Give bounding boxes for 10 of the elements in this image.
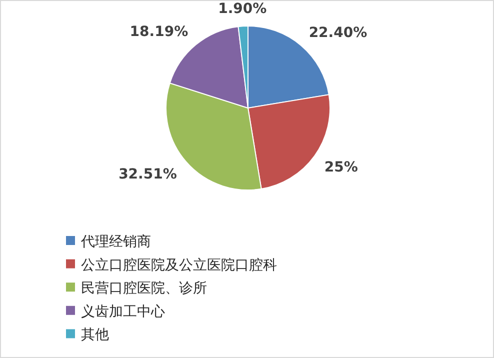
legend-label: 其他: [81, 327, 109, 344]
data-label: 18.19%: [130, 24, 188, 40]
legend-label: 公立口腔医院及公立医院口腔科: [81, 257, 277, 274]
legend-label: 民营口腔医院、诊所: [81, 280, 207, 297]
data-label: 32.51%: [118, 166, 177, 182]
legend-label: 代理经销商: [80, 234, 151, 250]
legend-label: 义齿加工中心: [81, 304, 165, 320]
data-label: 22.40%: [308, 24, 368, 41]
data-label: 1.90%: [218, 1, 267, 18]
data-label: 25%: [324, 159, 358, 176]
